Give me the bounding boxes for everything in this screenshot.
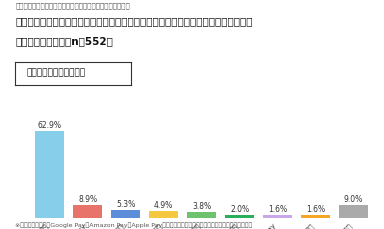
Bar	[35, 131, 64, 218]
Text: ※その他複数回答：Google Pay、Amazon Pay、Apple Pay、その他、特にない、ネットショップでは購入しない: ※その他複数回答：Google Pay、Amazon Pay、Apple Pay…	[15, 222, 253, 228]
Bar	[111, 210, 140, 218]
Text: （サプリメント・健康食品を購入した経験がある人に調査）: （サプリメント・健康食品を購入した経験がある人に調査）	[15, 2, 130, 9]
Text: 9.0%: 9.0%	[344, 195, 363, 204]
Text: お選びください。（n＝552）: お選びください。（n＝552）	[15, 37, 113, 47]
Text: 1.6%: 1.6%	[268, 205, 287, 214]
Bar	[73, 205, 102, 218]
Text: 2.0%: 2.0%	[230, 205, 249, 214]
Text: サプリメント・健康食品をネットショッピングする際に利用したいと思う支払方法を: サプリメント・健康食品をネットショッピングする際に利用したいと思う支払方法を	[15, 16, 253, 26]
Text: 5.3%: 5.3%	[116, 200, 135, 209]
Text: 最も利用したい支払方法: 最も利用したい支払方法	[27, 69, 86, 78]
Bar	[301, 215, 330, 218]
Bar	[339, 205, 368, 218]
Bar	[263, 215, 292, 218]
Bar	[149, 211, 178, 218]
Text: 4.9%: 4.9%	[154, 201, 173, 210]
Text: 8.9%: 8.9%	[78, 195, 97, 204]
Bar	[187, 212, 216, 218]
Text: 1.6%: 1.6%	[306, 205, 325, 214]
Text: 62.9%: 62.9%	[38, 121, 62, 130]
Bar	[225, 215, 254, 218]
Text: 3.8%: 3.8%	[192, 202, 211, 211]
